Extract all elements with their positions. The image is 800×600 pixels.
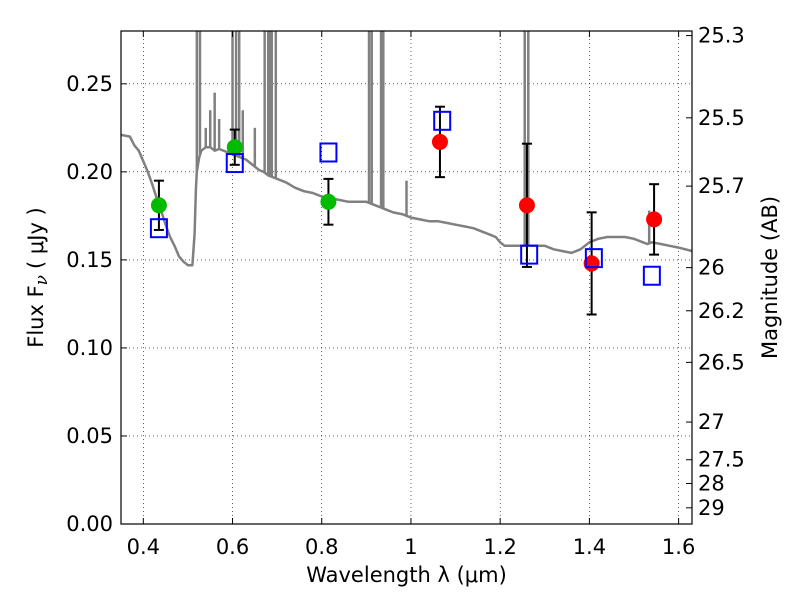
y-tick-label: 0.05 [66, 424, 113, 448]
data-point-square [520, 244, 539, 265]
data-point-square [319, 142, 338, 163]
data-point-square [225, 153, 244, 174]
data-point-circle [431, 133, 448, 150]
y2-axis-title: Magnitude (AB) [758, 196, 782, 359]
axis-ticks: 0.4 0.6 0.8 1 1.2 1.4 1.6 0.00 0.05 0.10 0.15 0.20 0… [66, 24, 745, 559]
data-point-square [584, 248, 603, 269]
data-point-circle [518, 197, 535, 214]
grid-lines [121, 31, 692, 525]
mag-tick-label: 26.5 [698, 350, 745, 374]
data-point-square [642, 265, 661, 286]
y-tick-label: 0.20 [66, 160, 113, 184]
data-point-square [149, 218, 168, 239]
mag-tick-label: 27.5 [698, 448, 745, 472]
y-axis-title-unit: ( μJy ) [24, 207, 48, 269]
x-tick-label: 1.6 [662, 535, 695, 559]
y-axis-title-main: Flux F [24, 285, 48, 347]
mag-tick-label: 26 [698, 256, 725, 280]
mag-tick-label: 26.2 [698, 299, 745, 323]
y-tick-label: 0.10 [66, 336, 113, 360]
x-tick-label: 1.4 [573, 535, 606, 559]
y-tick-label: 0.15 [66, 248, 113, 272]
plot-frame [120, 30, 693, 525]
data-point-circle [320, 193, 337, 210]
x-tick-label: 1.2 [483, 535, 516, 559]
mag-tick-label: 29 [698, 496, 725, 520]
x-tick-label: 1 [404, 535, 417, 559]
mag-tick-label: 25.7 [698, 174, 745, 198]
mag-tick-label: 25.5 [698, 106, 745, 130]
data-point-square [433, 110, 452, 131]
y-axis-title: Flux Fν ( μJy ) [24, 207, 52, 347]
y-tick-label: 0.25 [66, 72, 113, 96]
model-spectrum [121, 31, 692, 267]
y-tick-label: 0.00 [66, 512, 113, 536]
x-tick-label: 0.6 [216, 535, 249, 559]
mag-tick-label: 25.3 [698, 24, 745, 48]
data-point-circle [226, 139, 243, 156]
data-point-circle [150, 197, 167, 214]
photometry-points [149, 105, 663, 316]
y-axis-title-subscript: ν [32, 275, 52, 285]
x-axis-title: Wavelength λ (μm) [306, 563, 507, 587]
mag-tick-label: 28 [698, 472, 725, 496]
mag-tick-label: 27 [698, 410, 725, 434]
x-tick-label: 0.8 [305, 535, 338, 559]
x-tick-label: 0.4 [127, 535, 160, 559]
data-point-circle [646, 211, 663, 228]
